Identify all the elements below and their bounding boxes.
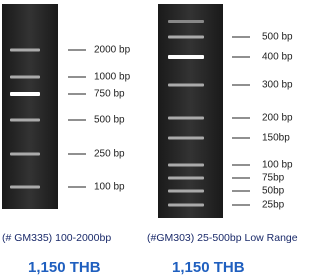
band-label: 750 bp [94, 89, 125, 100]
gel-left [2, 4, 58, 209]
band [168, 190, 204, 193]
band [10, 153, 40, 156]
band-label: 25bp [262, 200, 285, 211]
band-label: 500 bp [262, 32, 293, 43]
band [168, 84, 204, 87]
band-label: 400 bp [262, 52, 293, 63]
caption: (# GM335) 100-2000bp [2, 232, 111, 244]
band [168, 137, 204, 140]
band [168, 164, 204, 167]
band-label: 100 bp [94, 182, 125, 193]
band [168, 177, 204, 180]
band [10, 92, 40, 96]
band [168, 117, 204, 120]
band-label: 300 bp [262, 80, 293, 91]
band [10, 49, 40, 52]
ladder-figure: (# GM335) 100-2000bp (#GM303) 25-500bp L… [0, 0, 332, 280]
band [168, 20, 204, 23]
band [168, 55, 204, 59]
band-label: 2000 bp [94, 45, 131, 56]
price: 1,150 THB [172, 259, 245, 276]
band-label: 75bp [262, 173, 285, 184]
caption: (#GM303) 25-500bp Low Range [147, 232, 298, 244]
band [10, 186, 40, 189]
band-label: 100 bp [262, 160, 293, 171]
price: 1,150 THB [28, 259, 101, 276]
band [168, 36, 204, 39]
band [10, 76, 40, 79]
band-label: 1000 bp [94, 72, 131, 83]
band-label: 150bp [262, 133, 290, 144]
band-label: 50bp [262, 186, 285, 197]
band-label: 500 bp [94, 115, 125, 126]
band [168, 204, 204, 207]
band-label: 200 bp [262, 113, 293, 124]
band-label: 250 bp [94, 149, 125, 160]
band [10, 119, 40, 122]
